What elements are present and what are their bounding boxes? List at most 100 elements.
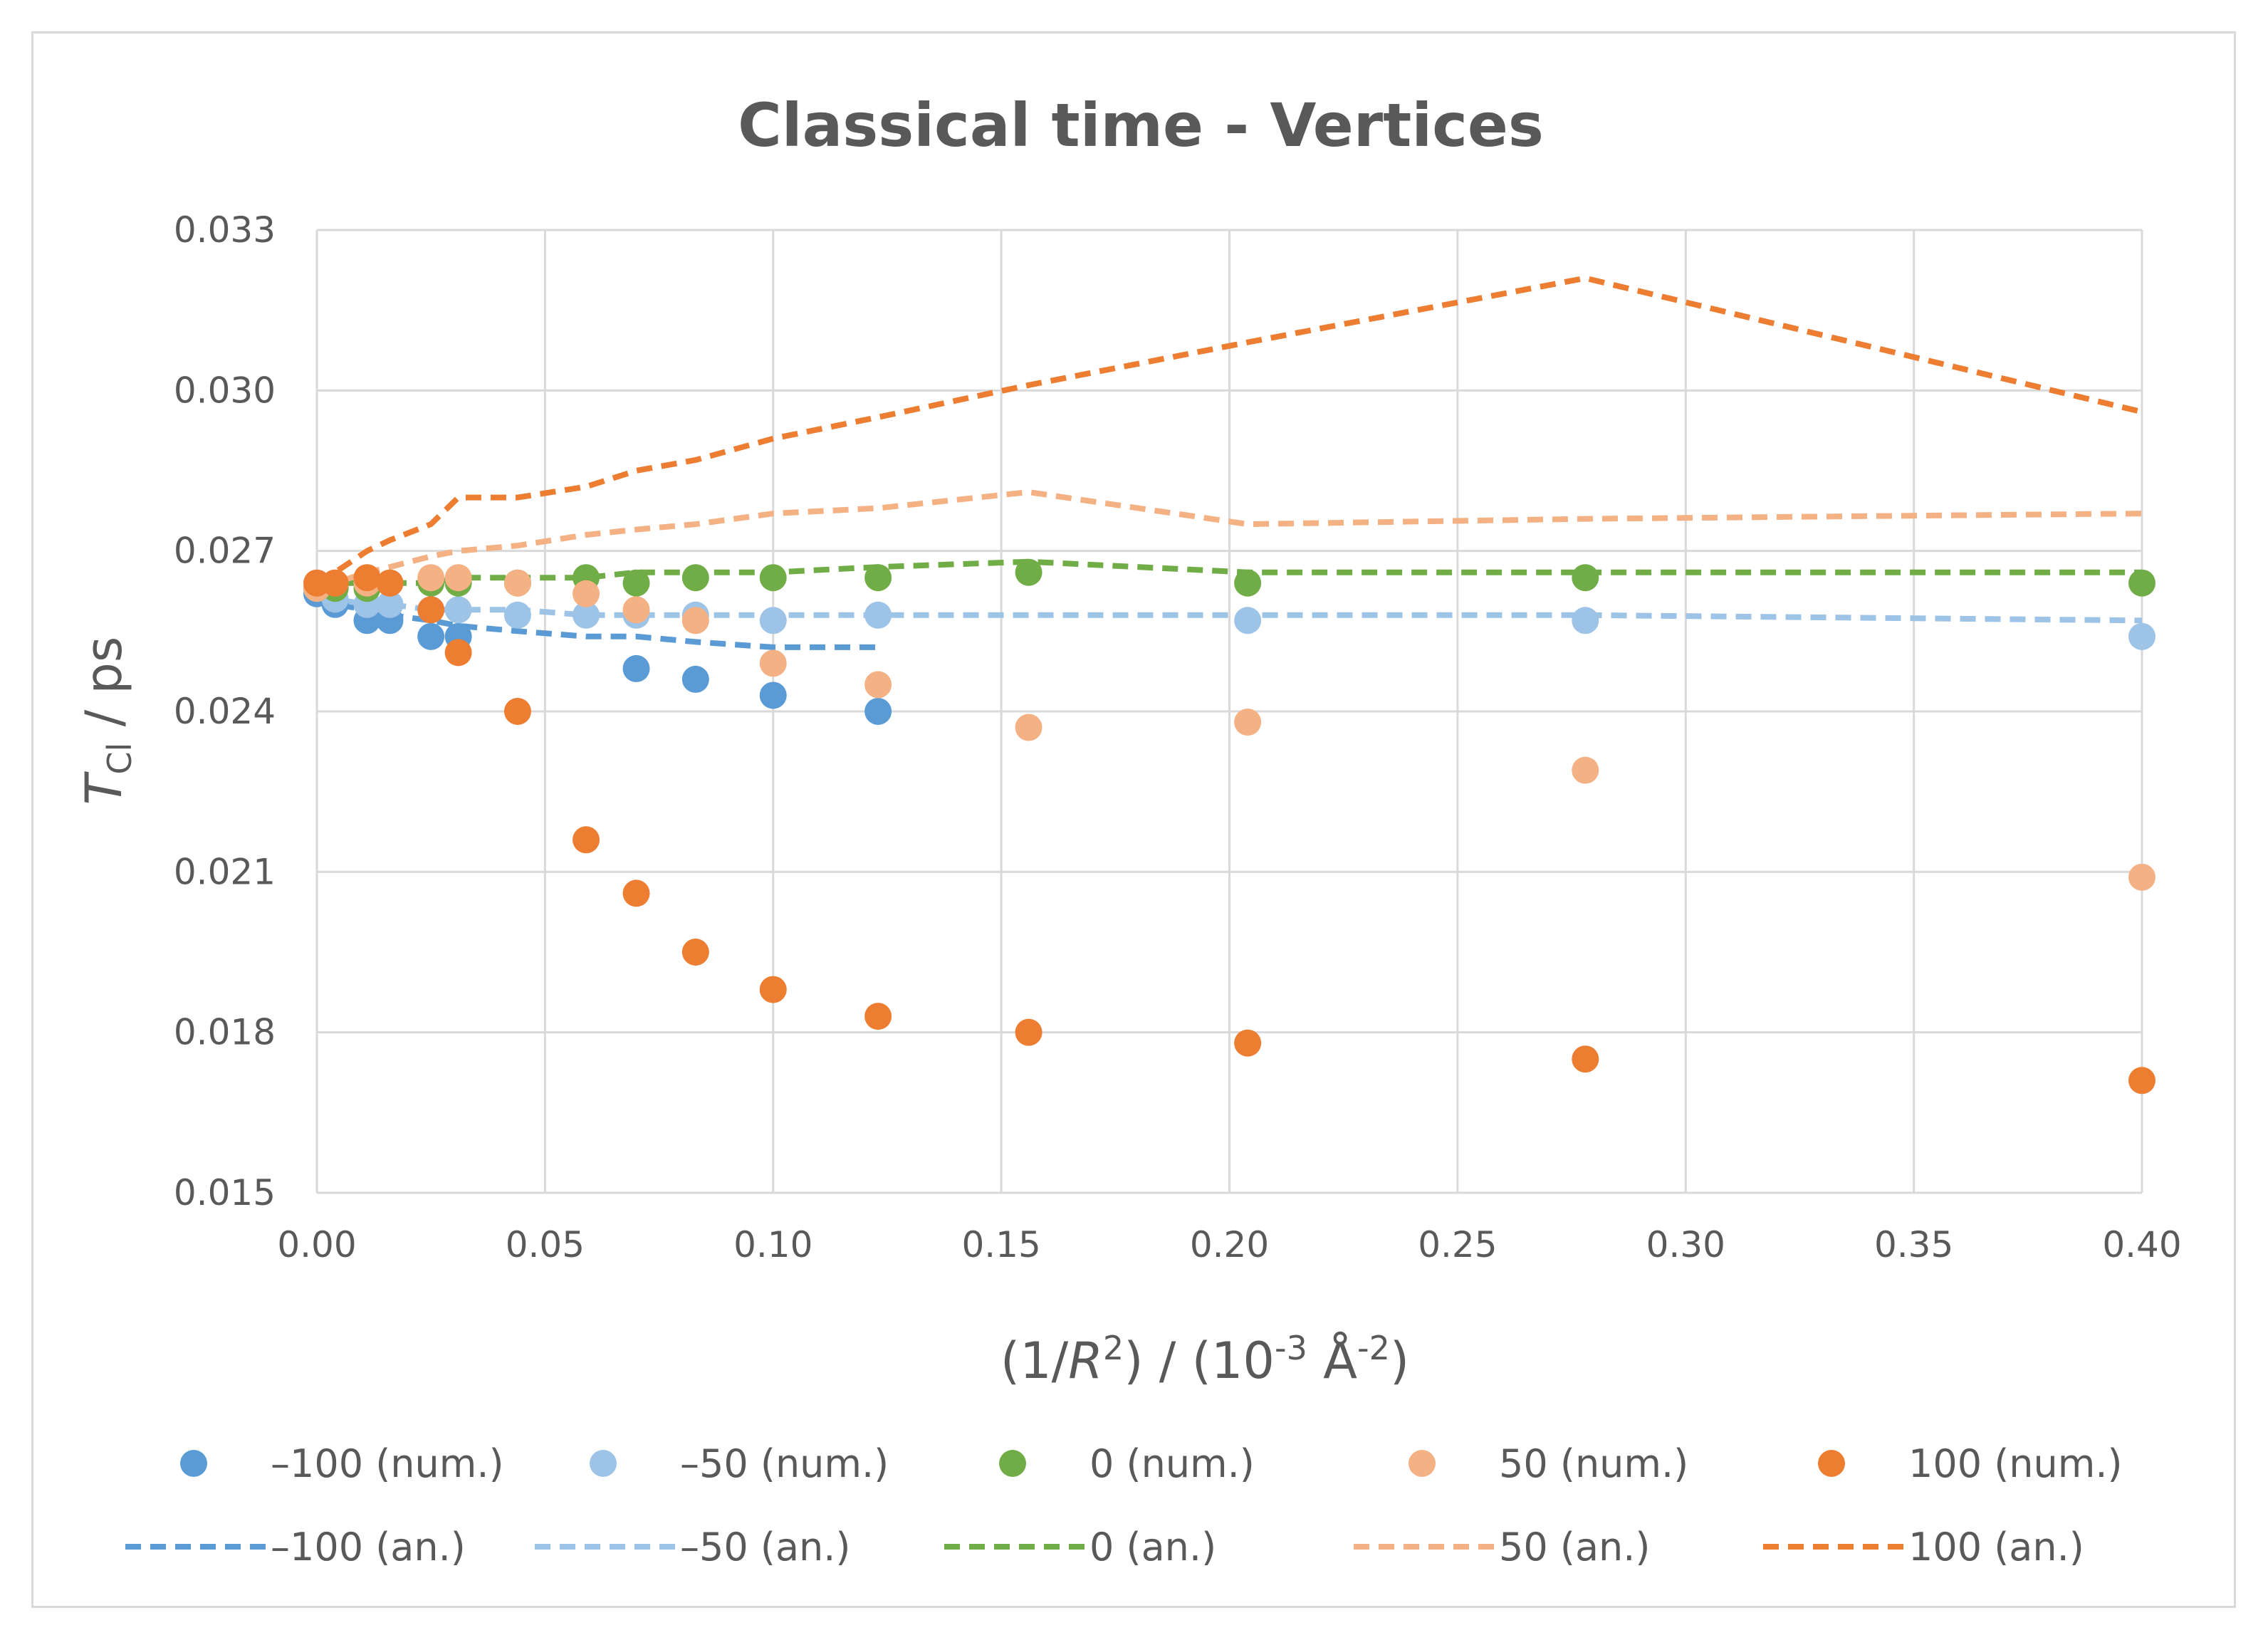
legend-label: 0 (num.) xyxy=(1089,1441,1255,1486)
x-tick-label: 0.35 xyxy=(1874,1224,1953,1265)
data-point-s4 xyxy=(503,698,531,725)
legend-label: 100 (num.) xyxy=(1908,1441,2123,1486)
data-point-s1 xyxy=(376,590,404,618)
y-axis-label: TCl / ps xyxy=(75,637,139,805)
data-point-s1 xyxy=(759,607,787,634)
y-axis-label-sub: Cl xyxy=(100,743,139,775)
x-axis-label-part: ) xyxy=(1390,1332,1409,1390)
x-tick-label: 0.20 xyxy=(1190,1224,1269,1265)
data-point-s2 xyxy=(759,564,787,592)
data-point-s4 xyxy=(444,639,472,667)
data-point-s3 xyxy=(417,564,445,592)
y-tick-label: 0.027 xyxy=(174,531,276,572)
data-point-s4 xyxy=(353,564,381,592)
x-tick-label: 0.05 xyxy=(506,1224,585,1265)
data-point-s3 xyxy=(864,671,892,699)
data-point-s0 xyxy=(417,622,445,650)
series-line-8 xyxy=(315,489,2143,592)
x-axis-label-sup: -3 xyxy=(1275,1329,1307,1367)
legend: –100 (num.) –50 (num.) 0 (num.) 50 (num.) 10… xyxy=(125,1441,2123,1570)
legend-item: 0 (num.) xyxy=(999,1441,1255,1486)
data-point-s3 xyxy=(444,564,472,592)
data-point-s1 xyxy=(503,601,531,629)
data-point-s3 xyxy=(1572,756,1599,784)
data-point-s4 xyxy=(864,1003,892,1030)
legend-swatch xyxy=(1409,1450,1436,1477)
x-tick-label: 0.10 xyxy=(733,1224,812,1265)
data-point-s1 xyxy=(864,601,892,629)
y-tick-label: 0.015 xyxy=(174,1172,276,1213)
data-point-s3 xyxy=(759,649,787,677)
legend-item: 100 (num.) xyxy=(1818,1441,2123,1486)
legend-swatch xyxy=(999,1450,1026,1477)
legend-item: –50 (num.) xyxy=(590,1441,889,1486)
data-point-s3 xyxy=(1015,714,1042,741)
chart-title: Classical time - Vertices xyxy=(738,90,1544,160)
data-point-s4 xyxy=(1234,1029,1262,1057)
data-point-s4 xyxy=(622,879,650,907)
series-line-5 xyxy=(315,591,879,650)
data-point-s3 xyxy=(1234,709,1262,736)
data-point-s3 xyxy=(503,569,531,597)
data-point-s4 xyxy=(2128,1067,2155,1095)
y-tick-label: 0.033 xyxy=(174,209,276,251)
data-point-s3 xyxy=(622,596,650,624)
legend-item: 50 (num.) xyxy=(1409,1441,1688,1486)
y-axis-label-var: T xyxy=(75,771,133,805)
legend-item: 100 (an.) xyxy=(1763,1525,2084,1570)
x-tick-label: 0.00 xyxy=(277,1224,356,1265)
legend-swatch xyxy=(180,1450,207,1477)
data-point-s2 xyxy=(1015,558,1042,586)
data-point-s4 xyxy=(417,596,445,624)
data-point-s2 xyxy=(864,564,892,592)
y-axis-label-unit: / ps xyxy=(75,637,133,743)
data-point-s4 xyxy=(1015,1018,1042,1046)
legend-swatch xyxy=(1818,1450,1845,1477)
legend-item: 50 (an.) xyxy=(1354,1525,1651,1570)
legend-label: –50 (num.) xyxy=(680,1441,889,1486)
data-point-s1 xyxy=(2128,622,2155,650)
data-point-s4 xyxy=(376,569,404,597)
data-point-s1 xyxy=(1234,607,1262,634)
data-point-s2 xyxy=(2128,569,2155,597)
legend-item: –50 (an.) xyxy=(535,1525,851,1570)
data-point-s2 xyxy=(622,569,650,597)
legend-label: 0 (an.) xyxy=(1089,1525,1216,1570)
x-axis-label-var: R xyxy=(1068,1332,1103,1390)
y-tick-label: 0.024 xyxy=(174,691,276,732)
data-point-s0 xyxy=(864,698,892,725)
data-point-s1 xyxy=(444,596,472,624)
y-axis-ticks: 0.015 0.018 0.021 0.024 0.027 0.030 0.033 xyxy=(174,209,276,1213)
legend-label: 100 (an.) xyxy=(1908,1525,2084,1570)
legend-label: 50 (an.) xyxy=(1499,1525,1651,1570)
data-point-s2 xyxy=(1234,569,1262,597)
chart-area xyxy=(31,31,2236,1608)
x-axis-label-sup: -2 xyxy=(1357,1329,1390,1367)
data-point-s4 xyxy=(759,976,787,1003)
x-tick-label: 0.15 xyxy=(961,1224,1040,1265)
data-point-s4 xyxy=(573,826,600,854)
x-tick-label: 0.40 xyxy=(2102,1224,2181,1265)
x-axis-label-part: (1/ xyxy=(1000,1332,1069,1390)
data-point-s0 xyxy=(622,654,650,682)
x-axis-label-part: ) / (10 xyxy=(1124,1332,1275,1390)
x-tick-label: 0.25 xyxy=(1418,1224,1497,1265)
legend-label: –100 (an.) xyxy=(271,1525,466,1570)
series-points xyxy=(303,558,2155,1095)
series-line-9 xyxy=(315,275,2143,586)
legend-label: 50 (num.) xyxy=(1499,1441,1688,1486)
legend-label: –50 (an.) xyxy=(680,1525,851,1570)
x-axis-ticks: 0.00 0.05 0.10 0.15 0.20 0.25 0.30 0.35 0.40 xyxy=(277,1224,2181,1265)
x-axis-label-part: Å xyxy=(1307,1332,1357,1390)
data-point-s3 xyxy=(573,580,600,607)
data-point-s3 xyxy=(681,607,709,634)
data-point-s2 xyxy=(681,564,709,592)
data-point-s4 xyxy=(321,569,349,597)
y-tick-label: 0.030 xyxy=(174,370,276,411)
legend-item: –100 (an.) xyxy=(125,1525,466,1570)
data-point-s0 xyxy=(681,665,709,693)
y-tick-label: 0.018 xyxy=(174,1012,276,1053)
data-point-s4 xyxy=(681,939,709,966)
legend-item: –100 (num.) xyxy=(180,1441,504,1486)
legend-item: 0 (an.) xyxy=(944,1525,1216,1570)
